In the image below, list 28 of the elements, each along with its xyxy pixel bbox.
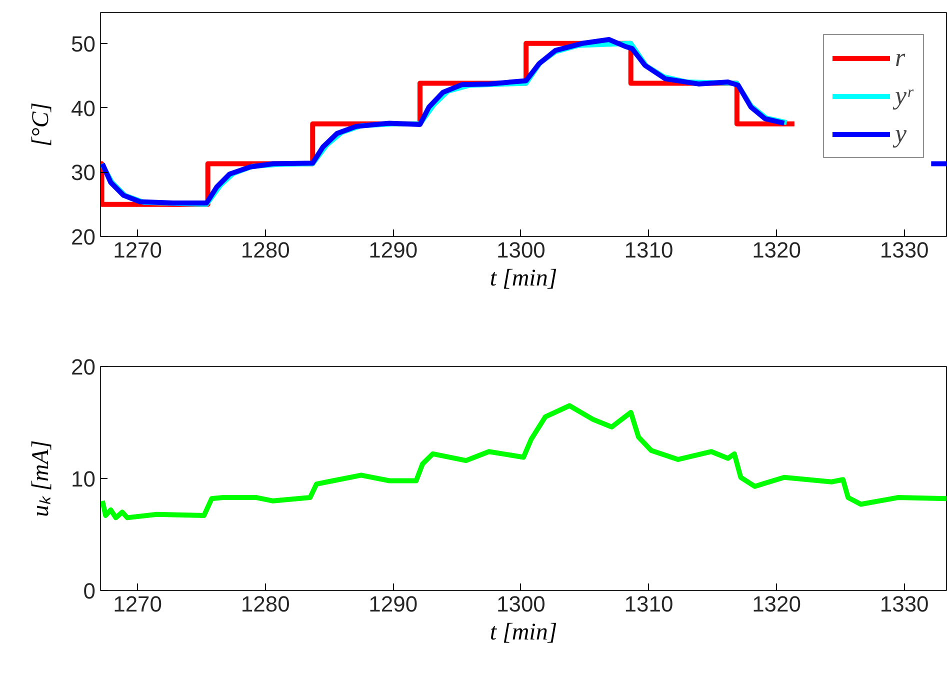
x-tick-label: 1270 [113, 238, 162, 262]
x-tick-label: 1290 [368, 592, 418, 616]
y-axis-title: [°C] [28, 102, 54, 147]
x-tick-label: 1290 [368, 238, 418, 262]
y-tick-label: 0 [83, 578, 96, 604]
x-tick-label: 1280 [240, 592, 290, 616]
y-tick-label: 40 [71, 96, 96, 121]
x-axis-title: t [min] [490, 620, 558, 646]
y-tick-label: 50 [71, 31, 96, 56]
x-tick-label: 1330 [880, 238, 929, 262]
y-tick-label: 30 [71, 160, 96, 186]
legend-label: yʳ [895, 81, 914, 111]
y-tick-label: 20 [71, 354, 96, 380]
x-tick-label: 1300 [496, 592, 546, 616]
x-tick-label: 1300 [496, 238, 546, 262]
y-tick-label: 20 [71, 224, 96, 250]
x-tick-label: 1330 [880, 592, 929, 616]
y-axis-title: uₖ [mA] [28, 440, 54, 517]
x-tick-label: 1320 [752, 592, 802, 616]
legend-label: r [895, 43, 906, 73]
x-axis-title: t [min] [490, 266, 558, 292]
x-tick-label: 1280 [240, 238, 290, 262]
x-tick-label: 1310 [624, 238, 674, 262]
x-tick-label: 1310 [624, 592, 674, 616]
x-tick-label: 1320 [752, 238, 802, 262]
y-tick-label: 10 [71, 466, 96, 492]
legend-label: y [895, 119, 908, 149]
x-tick-label: 1270 [113, 592, 162, 616]
